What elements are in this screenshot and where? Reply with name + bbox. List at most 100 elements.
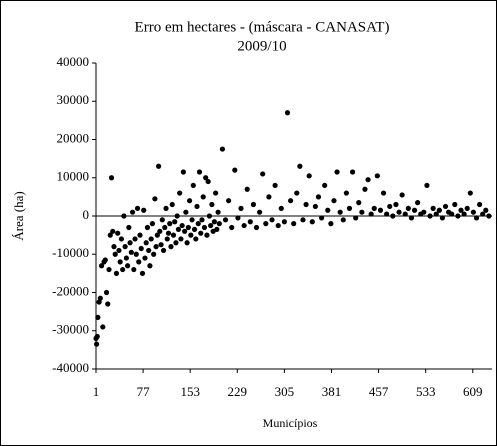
point [399, 192, 405, 198]
point [442, 203, 449, 210]
point [190, 182, 196, 188]
point [195, 221, 201, 227]
point [107, 232, 113, 238]
point [131, 266, 137, 273]
point [250, 201, 257, 208]
x-tick-label: 1 [93, 384, 100, 399]
point [247, 219, 253, 225]
x-tick-label: 153 [180, 384, 200, 399]
point [263, 221, 269, 227]
point [179, 222, 185, 229]
point [129, 209, 136, 215]
point [159, 217, 165, 223]
point [169, 201, 175, 208]
point [149, 221, 155, 227]
point [229, 224, 235, 231]
x-tick-label: 609 [463, 384, 483, 399]
y-tick-label: 40000 [57, 54, 90, 69]
point [154, 232, 160, 238]
point [173, 240, 179, 246]
x-tick-label: 533 [416, 384, 436, 399]
point [191, 226, 198, 232]
y-axis-label: Área (ha) [11, 191, 26, 240]
point [137, 232, 143, 238]
point [300, 217, 306, 223]
point [340, 217, 346, 223]
point [163, 205, 169, 211]
point [194, 203, 200, 210]
point [153, 244, 159, 250]
y-tick-label: 10000 [57, 169, 90, 184]
point [134, 205, 141, 211]
point [396, 209, 402, 215]
point [180, 169, 186, 175]
point [182, 228, 188, 234]
point [211, 219, 217, 225]
point [215, 209, 221, 215]
point [371, 205, 377, 211]
point [125, 263, 131, 269]
point [353, 215, 359, 221]
point [111, 244, 117, 250]
point [390, 213, 396, 219]
point [160, 247, 167, 254]
point [168, 244, 174, 250]
point [343, 190, 349, 196]
point [260, 171, 266, 177]
y-tick-label: 0 [83, 207, 90, 222]
point [208, 222, 214, 229]
point [102, 257, 108, 263]
point [127, 240, 133, 246]
point [219, 146, 226, 152]
point [112, 251, 118, 257]
point [222, 217, 229, 223]
y-tick-label: 20000 [57, 130, 90, 145]
point [275, 222, 281, 229]
point [297, 163, 303, 169]
point [139, 270, 146, 276]
point [136, 259, 142, 265]
point [94, 333, 100, 340]
point [199, 217, 205, 223]
point [294, 190, 300, 196]
point [269, 217, 275, 223]
point [147, 263, 153, 269]
point [241, 222, 247, 229]
point [272, 182, 278, 188]
point [226, 198, 232, 204]
point [98, 263, 105, 269]
point [303, 201, 309, 208]
point [318, 215, 325, 221]
y-tick-label: -30000 [52, 322, 89, 337]
point [356, 200, 362, 206]
point [122, 244, 128, 250]
point [377, 207, 384, 213]
point [118, 236, 125, 242]
point [201, 224, 208, 231]
y-tick-label: -10000 [52, 245, 89, 260]
point [128, 249, 134, 255]
point [132, 236, 138, 242]
point [266, 194, 272, 200]
point [170, 232, 177, 238]
point [387, 203, 393, 210]
point [152, 196, 158, 202]
point [439, 215, 446, 221]
point [209, 201, 215, 208]
point [470, 209, 477, 215]
point [411, 207, 418, 213]
point [415, 200, 421, 206]
point [284, 110, 291, 116]
x-tick-label: 457 [369, 384, 389, 399]
point [165, 230, 172, 236]
y-tick-label: -40000 [52, 360, 89, 375]
point [141, 207, 147, 213]
point [384, 211, 390, 217]
point [213, 190, 219, 196]
point [177, 190, 183, 196]
point [142, 255, 148, 261]
point [188, 232, 194, 238]
point [115, 230, 121, 236]
point [287, 198, 294, 204]
point [196, 169, 203, 175]
